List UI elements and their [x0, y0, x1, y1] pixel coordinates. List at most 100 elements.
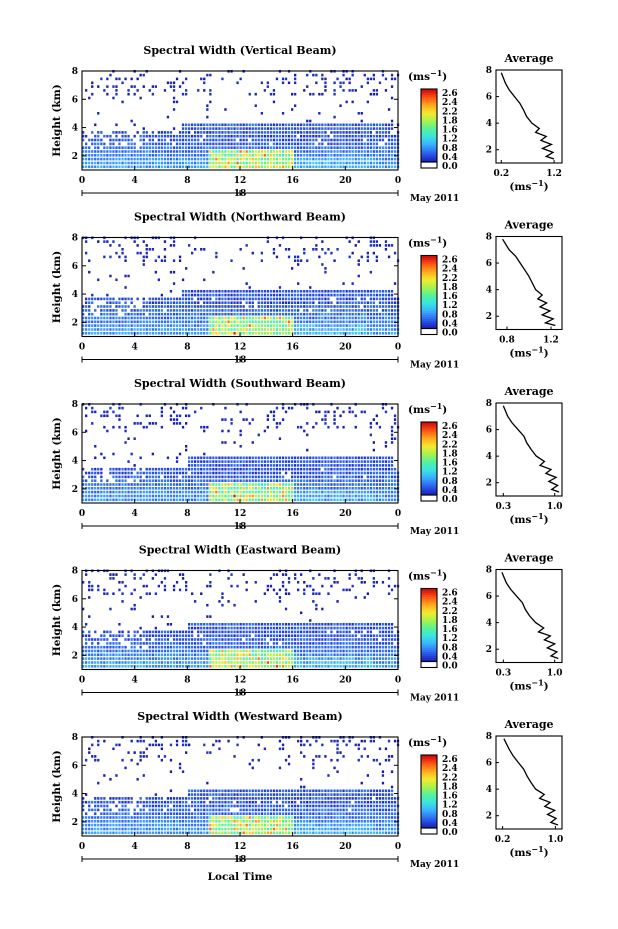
heatmap-cell — [106, 665, 109, 668]
heatmap-cell — [306, 259, 309, 262]
heatmap-cell — [309, 324, 312, 327]
heatmap-cell — [209, 305, 212, 308]
heatmap-cell — [291, 138, 294, 142]
heatmap-cell — [390, 437, 394, 440]
heatmap-cell — [345, 456, 348, 460]
heatmap-cell — [354, 165, 357, 169]
heatmap-cell — [266, 479, 269, 482]
heatmap-cell — [272, 475, 276, 479]
heatmap-cell — [297, 498, 300, 502]
heatmap-cell — [360, 255, 363, 259]
heatmap-cell — [375, 154, 378, 157]
heatmap-cell — [103, 309, 106, 312]
heatmap-cell — [206, 487, 209, 490]
heatmap-cell — [127, 150, 130, 153]
heatmap-cell — [82, 649, 85, 653]
heatmap-cell — [212, 456, 215, 460]
heatmap-cell — [188, 494, 191, 498]
average-title: Average — [503, 219, 553, 232]
heatmap-cell — [251, 142, 254, 146]
heatmap-cell — [133, 309, 136, 312]
heatmap-cell — [390, 146, 394, 149]
heatmap-cell — [124, 305, 127, 308]
heatmap-cell — [172, 154, 176, 157]
heatmap-cell — [339, 154, 342, 157]
heatmap-cell — [215, 142, 218, 146]
heatmap-cell — [194, 320, 197, 324]
heatmap-cell — [257, 638, 260, 641]
heatmap-cell — [181, 479, 185, 482]
heatmap-cell — [145, 592, 148, 595]
heatmap-cell — [127, 138, 130, 142]
heatmap-cell — [221, 487, 224, 490]
heatmap-cell — [312, 320, 315, 324]
heatmap-cell — [306, 324, 309, 327]
heatmap-cell — [360, 293, 363, 297]
heatmap-cell — [88, 498, 91, 502]
heatmap-cell — [166, 320, 170, 324]
heatmap-cell — [124, 138, 127, 142]
heatmap-cell — [236, 154, 239, 157]
heatmap-cell — [136, 251, 139, 255]
heatmap-cell — [157, 324, 160, 327]
heatmap-cell — [130, 494, 133, 498]
heatmap-cell — [233, 142, 236, 146]
heatmap-cell — [151, 615, 154, 618]
heatmap-cell — [327, 165, 330, 169]
heatmap-cell — [197, 475, 200, 479]
average-x-tick-label: 1.2 — [543, 336, 559, 346]
heatmap-cell — [272, 490, 276, 494]
heatmap-cell — [166, 157, 170, 161]
heatmap-cell — [266, 146, 269, 149]
heatmap-cell — [236, 479, 239, 482]
heatmap-cell — [348, 471, 351, 475]
heatmap-cell — [100, 649, 103, 653]
heatmap-cell — [360, 316, 363, 320]
heatmap-cell — [169, 623, 173, 626]
heatmap-cell — [257, 146, 260, 149]
heatmap-cell — [91, 157, 94, 161]
heatmap-cell — [200, 309, 203, 312]
heatmap-cell — [339, 131, 342, 134]
heatmap-cell — [351, 460, 354, 463]
heatmap-cell — [336, 312, 339, 316]
heatmap-cell — [390, 328, 394, 331]
colorbar-segment — [421, 261, 437, 264]
heatmap-cell — [82, 134, 85, 138]
heatmap-cell — [318, 165, 321, 169]
heatmap-cell — [254, 309, 257, 312]
heatmap-cell — [109, 309, 112, 312]
heatmap-cell — [188, 165, 191, 169]
heatmap-cell — [191, 471, 194, 475]
heatmap-cell — [136, 324, 139, 327]
heatmap-cell — [384, 483, 388, 486]
heatmap-cell — [251, 471, 254, 475]
heatmap-cell — [82, 483, 85, 486]
heatmap-cell — [157, 649, 160, 653]
heatmap-cell — [315, 127, 318, 130]
heatmap-cell — [91, 653, 94, 657]
heatmap-cell — [163, 634, 167, 637]
heatmap-cell — [103, 414, 106, 418]
colorbar-zero — [421, 162, 437, 168]
heatmap-cell — [112, 665, 115, 668]
heatmap-cell — [306, 494, 309, 498]
heatmap-cell — [124, 657, 127, 660]
heatmap-cell — [91, 479, 94, 482]
heatmap-cell — [124, 483, 127, 486]
heatmap-cell — [160, 320, 163, 324]
heatmap-cell — [281, 320, 285, 324]
heatmap-cell — [203, 131, 206, 134]
colorbar-segment — [421, 265, 437, 268]
heatmap-cell — [260, 498, 263, 502]
heatmap-cell — [224, 630, 227, 634]
heatmap-cell — [94, 467, 97, 471]
heatmap-cell — [312, 332, 315, 335]
heatmap-cell — [163, 328, 167, 331]
heatmap-cell — [390, 165, 394, 169]
heatmap-cell — [278, 161, 282, 165]
heatmap-cell — [233, 483, 236, 486]
heatmap-cell — [194, 467, 197, 471]
heatmap-cell — [124, 425, 127, 429]
heatmap-cell — [103, 146, 106, 149]
